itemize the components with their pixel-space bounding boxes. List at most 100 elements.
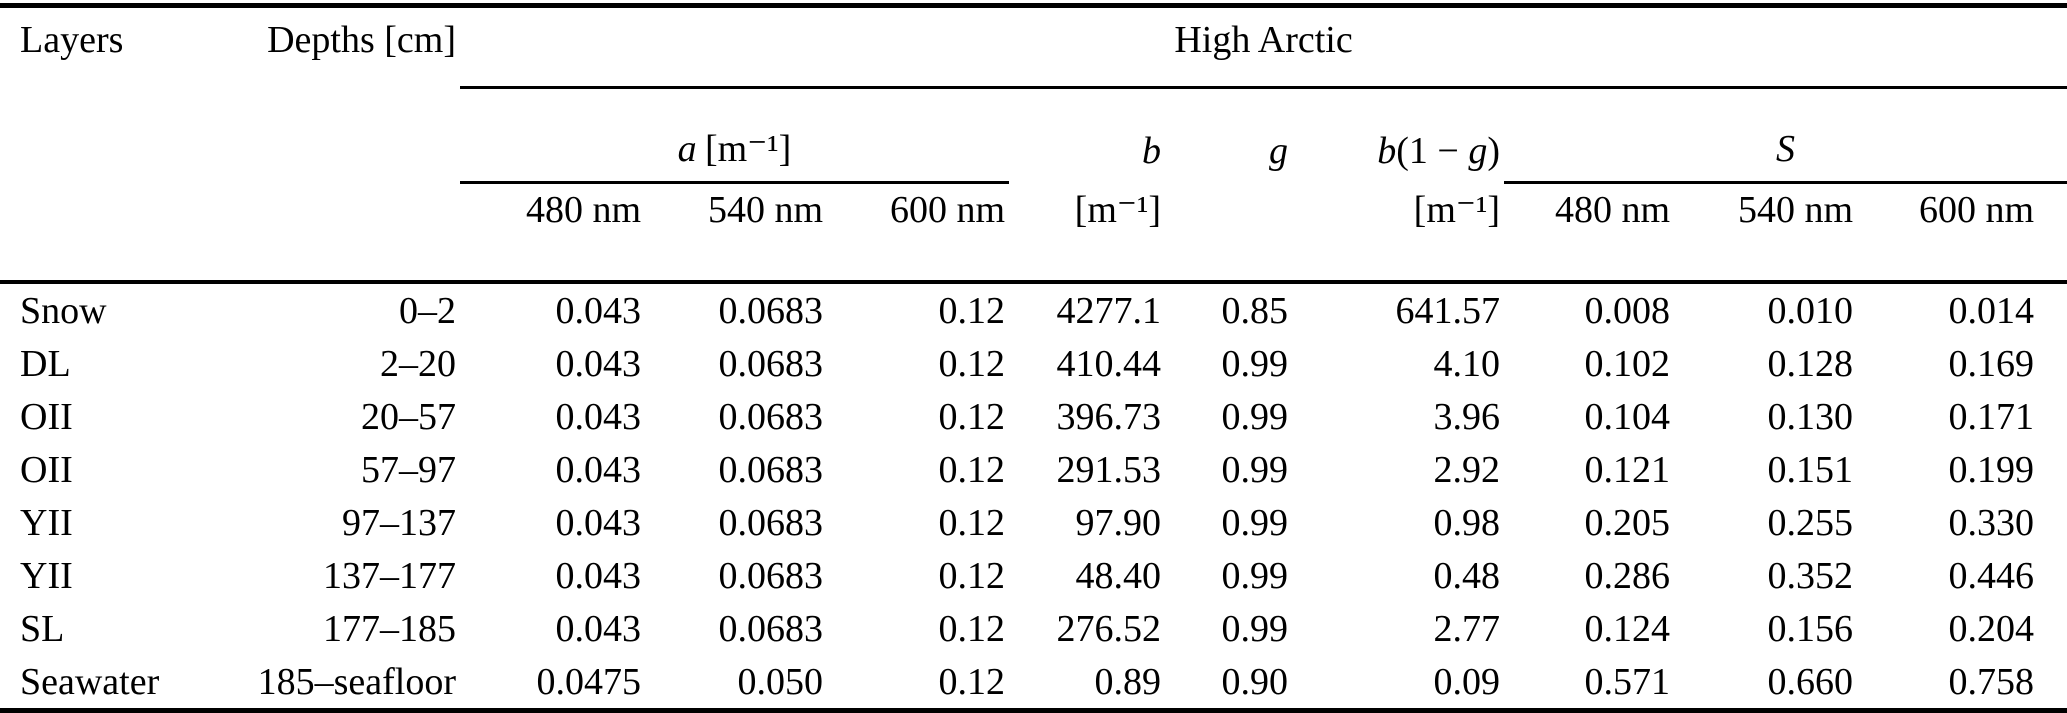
cell-layer: OII [20,395,73,438]
subheader-g-blank [1165,182,1292,284]
cell-g: 0.99 [1221,395,1289,438]
cell-depth: 97–137 [342,501,456,544]
header-row-variables: a [m⁻¹] b g b(1 − g) S [0,87,2067,184]
b1g-b-symbol: b [1377,129,1397,172]
table-row-seawater: Seawater 185–seafloor 0.0475 0.050 0.12 … [0,655,2067,711]
subheader-s-600nm: 600 nm [1857,182,2067,284]
cell-depth: 57–97 [361,448,456,491]
cell-s-480: 0.286 [1584,554,1671,597]
subheader-b1g-unit: [m⁻¹] [1292,182,1504,284]
b1g-close: ) [1487,129,1500,172]
cell-b: 4277.1 [1056,289,1162,332]
table-row-oii-2: OII 57–97 0.043 0.0683 0.12 291.53 0.99 … [0,443,2067,496]
cell-a-540: 0.0683 [718,395,824,438]
cell-a-600: 0.12 [938,660,1006,703]
cell-depth: 2–20 [380,342,456,385]
cell-g: 0.99 [1221,501,1289,544]
cell-a-600: 0.12 [938,554,1006,597]
table-row-sl: SL 177–185 0.043 0.0683 0.12 276.52 0.99… [0,602,2067,655]
cell-s-480: 0.124 [1584,607,1671,650]
cell-s-480: 0.102 [1584,342,1671,385]
cell-s-600: 0.014 [1948,289,2035,332]
cell-s-540: 0.010 [1767,289,1854,332]
cell-a-480: 0.043 [555,607,642,650]
cell-b: 410.44 [1056,342,1162,385]
group-header-high-arctic: High Arctic [460,5,2067,89]
cell-a-600: 0.12 [938,448,1006,491]
b-column-header: b [1009,88,1165,183]
cell-b: 48.40 [1075,554,1162,597]
cell-a-600: 0.12 [938,607,1006,650]
cell-s-600: 0.758 [1948,660,2035,703]
cell-g: 0.99 [1221,607,1289,650]
a-spanner-header: a [m⁻¹] [460,87,1009,184]
cell-s-600: 0.204 [1948,607,2035,650]
cell-a-540: 0.0683 [718,607,824,650]
cell-layer: SL [20,607,65,650]
cell-layer: Seawater [20,660,160,703]
subheader-a-480nm: 480 nm [460,182,645,284]
cell-b1g: 641.57 [1395,289,1501,332]
cell-layer: YII [20,554,73,597]
cell-b1g: 0.98 [1433,501,1501,544]
cell-layer: OII [20,448,73,491]
cell-s-600: 0.199 [1948,448,2035,491]
cell-a-540: 0.0683 [718,342,824,385]
a-unit: [m⁻¹] [705,128,792,170]
cell-s-600: 0.446 [1948,554,2035,597]
cell-layer: YII [20,501,73,544]
table-row-yii-2: YII 137–177 0.043 0.0683 0.12 48.40 0.99… [0,549,2067,602]
cell-depth: 20–57 [361,395,456,438]
table-row-snow: Snow 0–2 0.043 0.0683 0.12 4277.1 0.85 6… [0,282,2067,337]
cell-a-600: 0.12 [938,395,1006,438]
cell-b: 276.52 [1056,607,1162,650]
cell-s-600: 0.171 [1948,395,2035,438]
header-row-group: Layers Depths [cm] High Arctic [0,5,2067,284]
cell-s-480: 0.104 [1584,395,1671,438]
b1g-column-header: b(1 − g) [1292,88,1504,183]
table-row-dl: DL 2–20 0.043 0.0683 0.12 410.44 0.99 4.… [0,337,2067,390]
cell-b1g: 0.48 [1433,554,1501,597]
cell-b: 291.53 [1056,448,1162,491]
cell-a-540: 0.0683 [718,289,824,332]
cell-a-480: 0.0475 [536,660,642,703]
cell-s-600: 0.330 [1948,501,2035,544]
b1g-open: (1 − [1396,129,1469,172]
cell-a-540: 0.050 [737,660,824,703]
cell-a-600: 0.12 [938,342,1006,385]
subheader-a-540nm: 540 nm [645,182,827,284]
cell-a-540: 0.0683 [718,501,824,544]
g-symbol: g [1269,129,1288,172]
cell-s-480: 0.008 [1584,289,1671,332]
cell-s-540: 0.156 [1767,607,1854,650]
cell-a-480: 0.043 [555,501,642,544]
cell-b1g: 2.77 [1433,607,1501,650]
cell-b1g: 4.10 [1433,342,1501,385]
table-row-oii-1: OII 20–57 0.043 0.0683 0.12 396.73 0.99 … [0,390,2067,443]
cell-g: 0.99 [1221,342,1289,385]
cell-a-600: 0.12 [938,289,1006,332]
s-spanner-header: S [1504,87,2067,184]
cell-layer: Snow [20,289,107,332]
cell-g: 0.85 [1221,289,1289,332]
a-symbol: a [677,128,697,170]
cell-s-480: 0.121 [1584,448,1671,491]
subheader-s-480nm: 480 nm [1504,182,1674,284]
cell-b: 97.90 [1075,501,1162,544]
subheader-s-540nm: 540 nm [1674,182,1857,284]
cell-depth: 177–185 [323,607,456,650]
cell-a-480: 0.043 [555,289,642,332]
cell-b1g: 0.09 [1433,660,1501,703]
cell-a-480: 0.043 [555,554,642,597]
cell-a-480: 0.043 [555,395,642,438]
subheader-b-unit: [m⁻¹] [1009,182,1165,284]
cell-a-600: 0.12 [938,501,1006,544]
cell-layer: DL [20,342,71,385]
cell-b1g: 2.92 [1433,448,1501,491]
cell-g: 0.99 [1221,448,1289,491]
cell-g: 0.99 [1221,554,1289,597]
table-row-yii-1: YII 97–137 0.043 0.0683 0.12 97.90 0.99 … [0,496,2067,549]
cell-s-540: 0.130 [1767,395,1854,438]
cell-a-480: 0.043 [555,342,642,385]
